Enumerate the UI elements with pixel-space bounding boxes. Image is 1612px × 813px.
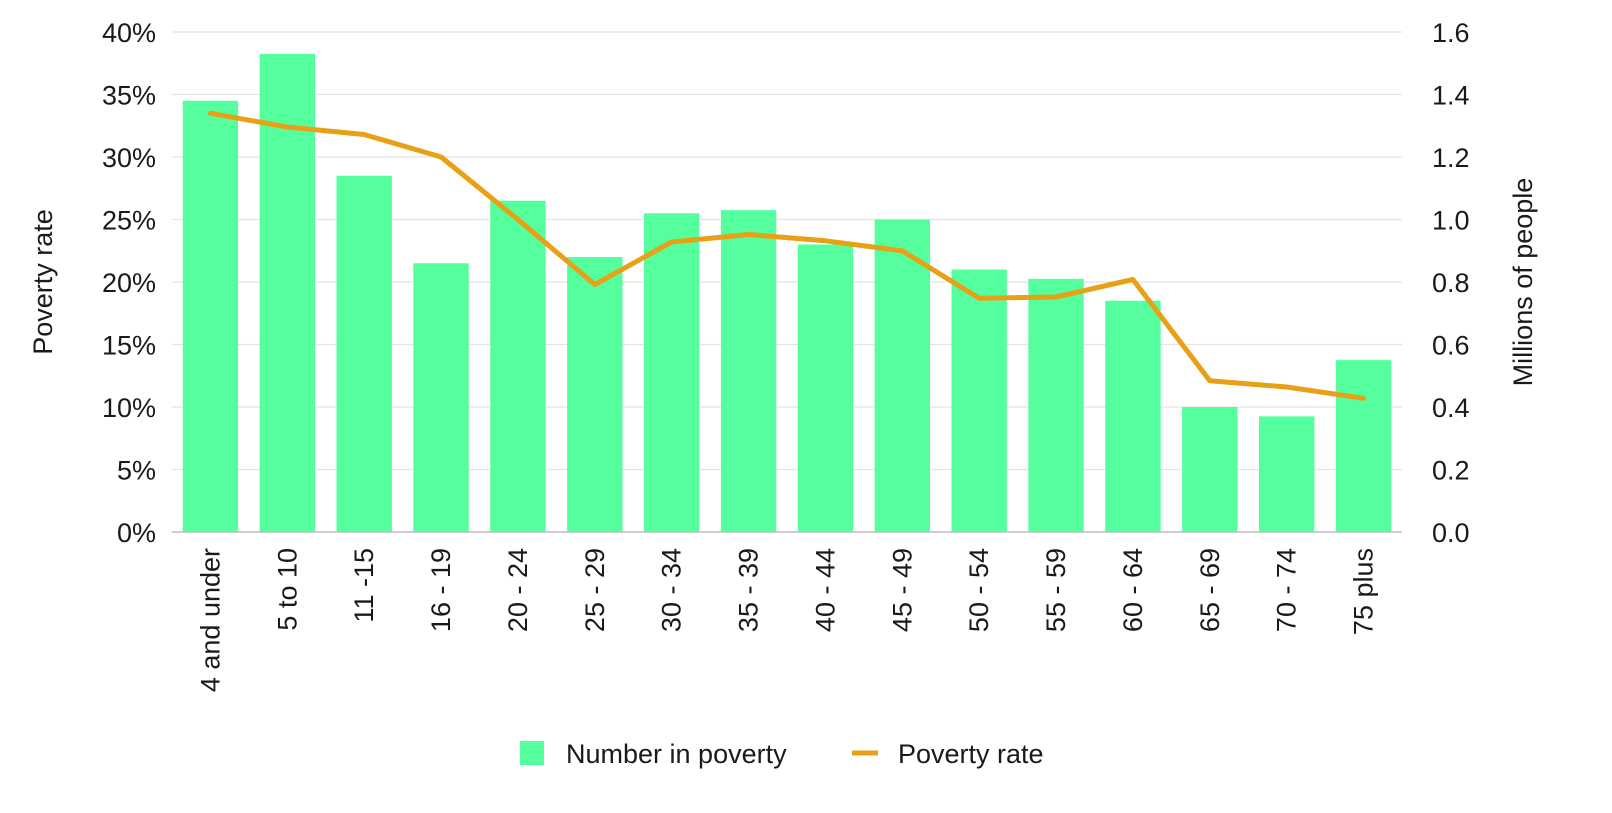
x-tick-label: 11 -15 bbox=[349, 548, 379, 623]
x-tick-label: 40 - 44 bbox=[810, 548, 840, 632]
bar bbox=[1105, 300, 1161, 532]
x-tick-label: 65 - 69 bbox=[1195, 548, 1225, 632]
bar bbox=[413, 263, 469, 532]
x-axis-ticks: 4 and under 5 to 10 11 -15 16 - 19 20 - 24 25… bbox=[195, 548, 1378, 692]
legend: Number in poverty Poverty rate bbox=[520, 739, 1044, 769]
bar bbox=[951, 269, 1007, 532]
bar bbox=[797, 244, 854, 532]
legend-label-poverty-rate: Poverty rate bbox=[898, 739, 1044, 769]
left-tick-label: 5% bbox=[117, 456, 156, 486]
x-tick-label: 4 and under bbox=[195, 548, 225, 692]
x-tick-label: 20 - 24 bbox=[503, 548, 533, 632]
bar bbox=[336, 175, 392, 532]
bar bbox=[567, 257, 623, 532]
bar bbox=[1259, 416, 1315, 532]
bar bbox=[1335, 360, 1392, 532]
left-tick-label: 40% bbox=[102, 18, 156, 48]
bar bbox=[490, 200, 546, 532]
right-tick-label: 0.0 bbox=[1432, 518, 1470, 548]
bar bbox=[1182, 407, 1238, 532]
right-tick-label: 1.4 bbox=[1432, 81, 1470, 111]
left-tick-label: 20% bbox=[102, 268, 156, 298]
left-axis-ticks: 0% 5% 10% 15% 20% 25% 30% 35% 40% bbox=[102, 18, 156, 548]
x-tick-label: 45 - 49 bbox=[887, 548, 917, 632]
left-tick-label: 15% bbox=[102, 331, 156, 361]
left-tick-label: 35% bbox=[102, 81, 156, 111]
left-tick-label: 10% bbox=[102, 393, 156, 423]
x-tick-label: 50 - 54 bbox=[964, 548, 994, 632]
bar bbox=[720, 210, 777, 532]
legend-label-number-in-poverty: Number in poverty bbox=[566, 739, 787, 769]
left-tick-label: 0% bbox=[117, 518, 156, 548]
poverty-rate-line bbox=[207, 110, 1367, 401]
right-tick-label: 0.2 bbox=[1432, 456, 1470, 486]
x-tick-label: 30 - 34 bbox=[657, 548, 687, 632]
left-tick-label: 30% bbox=[102, 143, 156, 173]
x-tick-label: 75 plus bbox=[1349, 548, 1379, 635]
bar-series bbox=[182, 53, 1392, 532]
right-tick-label: 0.8 bbox=[1432, 268, 1470, 298]
bar bbox=[874, 219, 930, 532]
x-tick-label: 55 - 59 bbox=[1041, 548, 1071, 632]
right-tick-label: 0.4 bbox=[1432, 393, 1470, 423]
right-axis-ticks: 0.0 0.2 0.4 0.6 0.8 1.0 1.2 1.4 1.6 bbox=[1432, 18, 1470, 548]
bar bbox=[1028, 278, 1084, 532]
x-tick-label: 5 to 10 bbox=[272, 548, 302, 631]
x-tick-label: 70 - 74 bbox=[1272, 548, 1302, 632]
left-tick-label: 25% bbox=[102, 206, 156, 236]
bar bbox=[182, 100, 239, 532]
right-axis-title: Millions of people bbox=[1508, 178, 1538, 387]
bar bbox=[644, 213, 700, 532]
line-series bbox=[207, 110, 1367, 401]
x-tick-label: 60 - 64 bbox=[1118, 548, 1148, 632]
x-tick-label: 25 - 29 bbox=[580, 548, 610, 632]
x-tick-label: 35 - 39 bbox=[734, 548, 764, 632]
right-tick-label: 0.6 bbox=[1432, 331, 1470, 361]
right-tick-label: 1.2 bbox=[1432, 143, 1470, 173]
right-tick-label: 1.6 bbox=[1432, 18, 1470, 48]
legend-swatch-number-in-poverty bbox=[520, 741, 544, 765]
right-tick-label: 1.0 bbox=[1432, 206, 1470, 236]
left-axis-title: Poverty rate bbox=[28, 209, 58, 355]
bar bbox=[259, 53, 315, 532]
x-tick-label: 16 - 19 bbox=[426, 548, 456, 632]
